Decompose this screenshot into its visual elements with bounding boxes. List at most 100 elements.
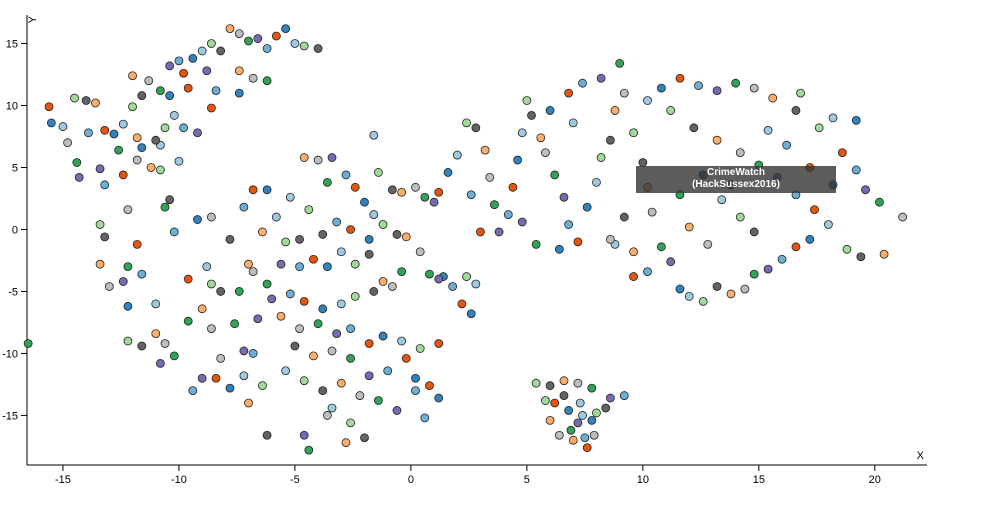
point <box>666 106 676 115</box>
point <box>415 247 425 257</box>
point <box>545 415 555 425</box>
point <box>541 148 550 158</box>
x-tick-label: -5 <box>290 474 300 486</box>
point <box>629 247 638 257</box>
point <box>276 311 286 321</box>
point <box>564 220 574 229</box>
point <box>360 433 369 443</box>
point <box>508 182 518 192</box>
point <box>169 111 179 120</box>
point <box>332 329 342 338</box>
point <box>387 282 397 291</box>
point <box>531 239 541 249</box>
point <box>559 192 569 202</box>
point <box>582 202 592 212</box>
point <box>225 24 235 34</box>
point <box>369 130 379 140</box>
point <box>545 381 555 391</box>
point <box>267 294 277 304</box>
point <box>559 376 569 386</box>
point <box>100 125 110 135</box>
point <box>137 341 147 351</box>
point <box>517 217 527 227</box>
point <box>638 158 648 167</box>
point <box>151 135 161 145</box>
x-tick-label: 10 <box>637 474 649 486</box>
point <box>749 269 759 279</box>
point <box>100 180 110 190</box>
point <box>95 220 105 229</box>
point <box>675 73 685 83</box>
point <box>378 331 388 341</box>
point <box>879 249 889 259</box>
point <box>559 391 569 400</box>
point <box>304 205 314 215</box>
point <box>777 254 787 264</box>
point <box>619 212 629 222</box>
point <box>578 411 587 420</box>
point <box>476 227 485 237</box>
point <box>411 386 420 396</box>
point <box>318 386 328 396</box>
point <box>207 279 216 289</box>
point <box>666 257 676 267</box>
point <box>462 272 471 281</box>
point <box>207 324 216 334</box>
point <box>299 296 309 306</box>
point <box>573 418 583 428</box>
point <box>387 185 397 195</box>
point <box>132 133 142 143</box>
point <box>63 138 72 148</box>
point <box>225 234 235 244</box>
point <box>234 66 244 76</box>
point <box>299 430 309 440</box>
point <box>763 125 773 135</box>
point <box>100 232 110 242</box>
y-tick-label: 5 <box>12 162 18 174</box>
point <box>165 61 175 71</box>
point <box>355 391 365 400</box>
point <box>322 177 332 187</box>
point <box>285 192 295 202</box>
point <box>434 187 444 197</box>
point <box>313 44 323 53</box>
point <box>768 93 778 103</box>
point <box>643 267 652 277</box>
y-tick-label: 10 <box>6 100 18 112</box>
point <box>151 329 161 338</box>
point <box>104 282 114 291</box>
point <box>137 143 147 153</box>
point <box>828 113 838 123</box>
point <box>341 438 351 448</box>
point <box>216 353 226 363</box>
point <box>327 346 337 356</box>
point <box>309 254 318 264</box>
point <box>234 88 244 98</box>
tooltip-box <box>636 166 836 193</box>
point <box>160 123 170 133</box>
point <box>684 222 694 232</box>
point <box>360 197 369 207</box>
point <box>568 118 578 128</box>
point <box>782 140 792 150</box>
point <box>197 46 207 56</box>
point <box>364 339 374 348</box>
tooltip-line: (HackSussex2016) <box>692 179 780 190</box>
point <box>471 279 481 289</box>
point <box>448 282 458 291</box>
point <box>694 81 703 91</box>
y-tick-label: -15 <box>2 410 18 422</box>
point <box>401 232 411 242</box>
point <box>46 118 56 128</box>
point <box>179 68 188 78</box>
point <box>197 304 207 314</box>
point <box>726 289 736 299</box>
point <box>434 393 444 403</box>
point <box>629 272 638 281</box>
point <box>239 346 249 356</box>
point <box>318 304 328 314</box>
point <box>411 373 420 383</box>
point <box>717 195 727 205</box>
point <box>480 145 490 155</box>
point <box>202 262 212 272</box>
